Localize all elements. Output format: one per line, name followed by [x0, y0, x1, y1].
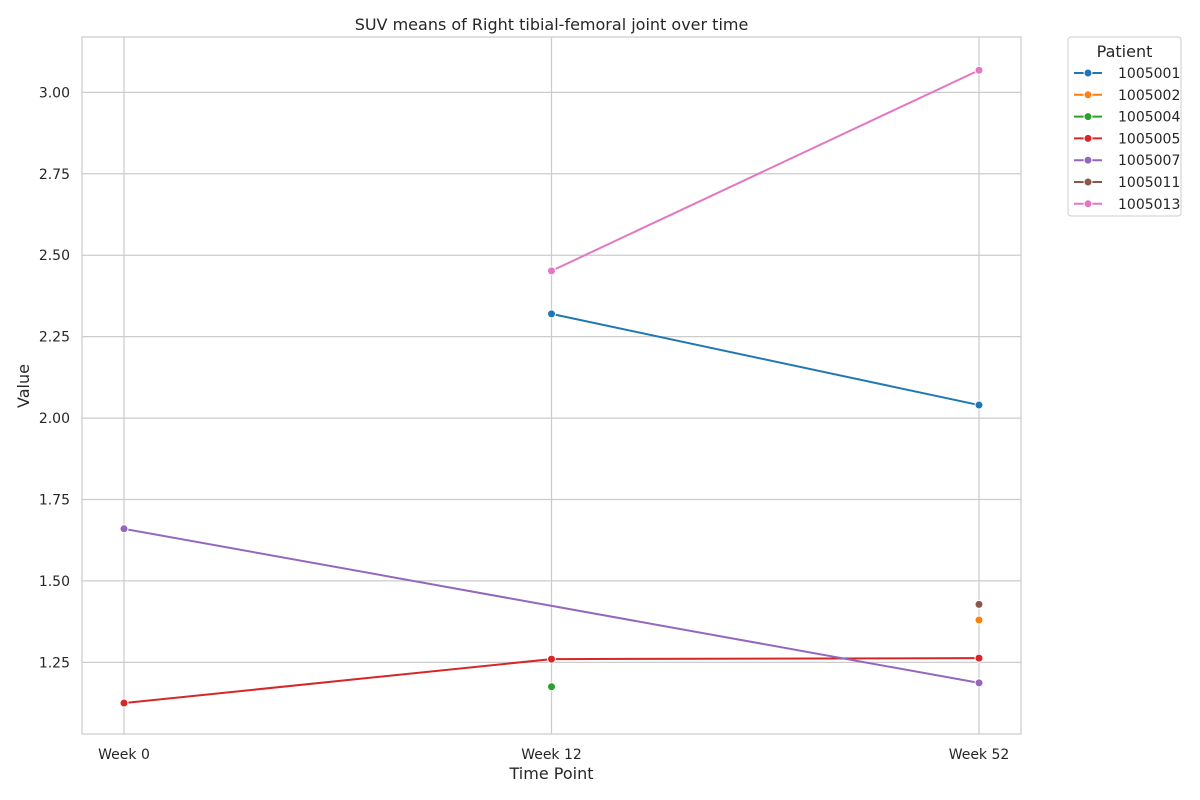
- legend-marker-1005005: [1083, 133, 1093, 143]
- y-tick-label: 1.50: [39, 574, 70, 590]
- data-point-1005007: [974, 678, 984, 688]
- y-tick-label: 2.75: [39, 167, 70, 183]
- legend-label: 1005011: [1118, 175, 1180, 191]
- data-point-1005013: [974, 65, 984, 75]
- data-point-1005005: [974, 653, 984, 663]
- y-tick-label: 2.00: [39, 411, 70, 427]
- legend: Patient 10050011005002100500410050051005…: [1067, 36, 1182, 217]
- legend-label: 1005002: [1118, 88, 1180, 104]
- data-point-1005004: [547, 682, 556, 692]
- tick-labels: 1.25 1.50 1.75 2.00 2.25 2.50 2.75 3.00 Week 0 We…: [39, 85, 1009, 763]
- x-tick-label: Week 52: [949, 747, 1010, 763]
- series-layer: [119, 65, 984, 708]
- y-tick-label: 3.00: [39, 85, 70, 101]
- data-point-1005005: [547, 654, 556, 664]
- legend-label: 1005001: [1118, 66, 1180, 82]
- data-point-1005002: [974, 615, 984, 625]
- data-point-1005001: [547, 309, 556, 319]
- legend-marker-1005004: [1083, 112, 1093, 122]
- chart-title: SUV means of Right tibial-femoral joint …: [355, 15, 749, 34]
- data-point-1005011: [974, 599, 984, 609]
- legend-label: 1005007: [1118, 153, 1180, 169]
- y-tick-label: 1.25: [39, 655, 70, 671]
- plot-frame: [81, 36, 1022, 735]
- y-axis-title: Value: [14, 364, 33, 408]
- series-line-1005007: [123, 527, 980, 684]
- data-point-1005001: [974, 400, 984, 410]
- legend-label: 1005004: [1118, 110, 1180, 126]
- x-axis-title: Time Point: [509, 764, 594, 783]
- legend-entries: 1005001 1005002 1005004 1005005 1005007 10050…: [1074, 66, 1180, 213]
- series-line-1005001: [551, 312, 980, 407]
- legend-title: Patient: [1097, 42, 1153, 61]
- x-tick-label: Week 12: [521, 747, 582, 763]
- legend-marker-1005013: [1083, 199, 1093, 209]
- legend-label: 1005013: [1118, 197, 1180, 213]
- y-tick-label: 1.75: [39, 492, 70, 508]
- legend-marker-1005001: [1083, 68, 1093, 78]
- legend-marker-1005007: [1083, 155, 1093, 165]
- y-tick-label: 2.50: [39, 248, 70, 264]
- legend-marker-1005011: [1083, 177, 1093, 187]
- legend-marker-1005002: [1083, 90, 1093, 100]
- series-line-1005013: [551, 69, 980, 272]
- legend-label: 1005005: [1118, 131, 1180, 147]
- y-tick-label: 2.25: [39, 330, 70, 346]
- data-point-1005007: [119, 524, 129, 534]
- x-tick-label: Week 0: [98, 747, 150, 763]
- grid: [82, 37, 1021, 734]
- data-point-1005005: [119, 698, 129, 708]
- legend-box: [1067, 36, 1182, 217]
- data-point-1005013: [547, 266, 556, 276]
